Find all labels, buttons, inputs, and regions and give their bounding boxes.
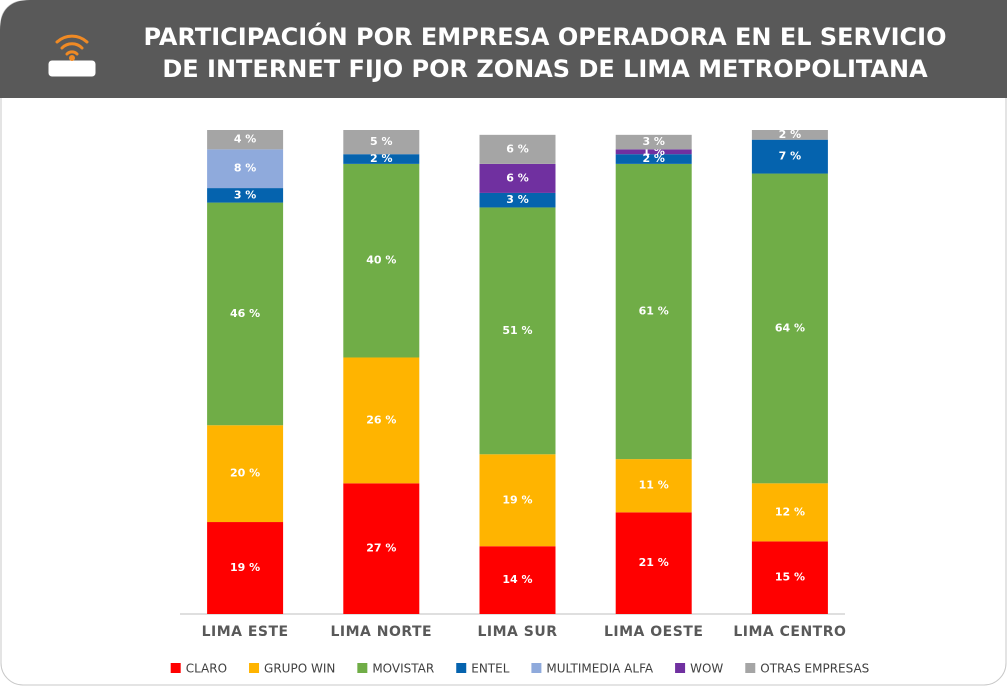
bar-segment	[343, 483, 420, 614]
bar-segment	[751, 173, 828, 484]
bar-segment	[751, 130, 828, 140]
bar-segment	[207, 202, 284, 426]
data-label: 64 %	[775, 321, 805, 334]
legend-swatch	[357, 663, 368, 673]
data-label: 11 %	[639, 479, 669, 492]
data-label: 2 %	[642, 152, 665, 165]
legend-label: ENTEL	[471, 662, 509, 676]
legend-swatch	[170, 663, 181, 673]
legend-label: WOW	[690, 662, 723, 676]
legend-label: CLARO	[186, 662, 227, 676]
legend-label: MOVISTAR	[372, 662, 434, 676]
data-label: 51 %	[502, 324, 532, 337]
bar-segment	[343, 130, 420, 155]
legend-swatch	[456, 663, 467, 673]
chart-title: PARTICIPACIÓN POR EMPRESA OPERADORA EN E…	[143, 21, 946, 51]
bar-segment	[615, 134, 692, 150]
bar-segment	[343, 163, 420, 358]
data-label: 3 %	[234, 188, 257, 201]
bar-segment	[479, 134, 556, 164]
bar-segment	[479, 163, 556, 193]
bar-segment	[615, 163, 692, 460]
x-tick-label: LIMA CENTRO	[733, 624, 846, 640]
data-label: 5 %	[370, 135, 393, 148]
bar-segment	[207, 149, 284, 189]
data-label: 2 %	[779, 128, 802, 141]
data-label: 7 %	[779, 150, 802, 163]
bar-segment	[207, 522, 284, 614]
x-tick-label: LIMA ESTE	[202, 624, 289, 640]
data-label: 2 %	[370, 152, 393, 165]
bar-segment	[207, 188, 284, 203]
bar-segment	[751, 483, 828, 542]
data-label: 46 %	[230, 307, 260, 320]
data-label: 20 %	[230, 467, 260, 480]
data-label: 14 %	[502, 573, 532, 586]
legend-swatch	[531, 663, 542, 673]
bar-segment	[479, 546, 556, 614]
legend-swatch	[675, 663, 686, 673]
bar-segment	[751, 541, 828, 614]
legend-swatch	[249, 663, 260, 673]
data-label: 21 %	[639, 556, 669, 569]
bar-segment	[751, 139, 828, 174]
bar-segment	[615, 512, 692, 614]
data-label: 26 %	[366, 413, 396, 426]
bar-segment	[479, 192, 556, 208]
data-label: 3 %	[642, 135, 665, 148]
data-label: 19 %	[230, 561, 260, 574]
bar-segment	[343, 357, 420, 484]
data-label: 6 %	[506, 142, 529, 155]
data-label: 4 %	[234, 133, 257, 146]
bar-segment	[615, 149, 692, 155]
x-tick-label: LIMA OESTE	[604, 624, 703, 640]
chart-title: DE INTERNET FIJO POR ZONAS DE LIMA METRO…	[162, 55, 928, 83]
data-label: 40 %	[366, 254, 396, 267]
data-label: 27 %	[366, 542, 396, 555]
router-icon	[48, 34, 96, 77]
header	[0, 0, 1007, 98]
bar-segment	[615, 459, 692, 513]
bar-segment	[479, 454, 556, 547]
bar-segment	[343, 154, 420, 164]
bar-segment	[207, 425, 284, 523]
legend-label: MULTIMEDIA ALFA	[546, 662, 653, 676]
bar-segment	[207, 130, 284, 150]
legend-swatch	[745, 663, 756, 673]
data-label: 6 %	[506, 171, 529, 184]
data-label: 3 %	[506, 193, 529, 206]
data-label: 61 %	[639, 305, 669, 318]
bar-segment	[479, 207, 556, 455]
x-tick-label: LIMA NORTE	[330, 624, 432, 640]
bar-segment	[615, 154, 692, 164]
x-tick-label: LIMA SUR	[477, 624, 557, 640]
data-label: 19 %	[502, 493, 532, 506]
legend-label: OTRAS EMPRESAS	[760, 662, 869, 676]
data-label: 12 %	[775, 505, 805, 518]
legend-label: GRUPO WIN	[264, 662, 335, 676]
data-label: 8 %	[234, 162, 257, 175]
data-label: 15 %	[775, 571, 805, 584]
